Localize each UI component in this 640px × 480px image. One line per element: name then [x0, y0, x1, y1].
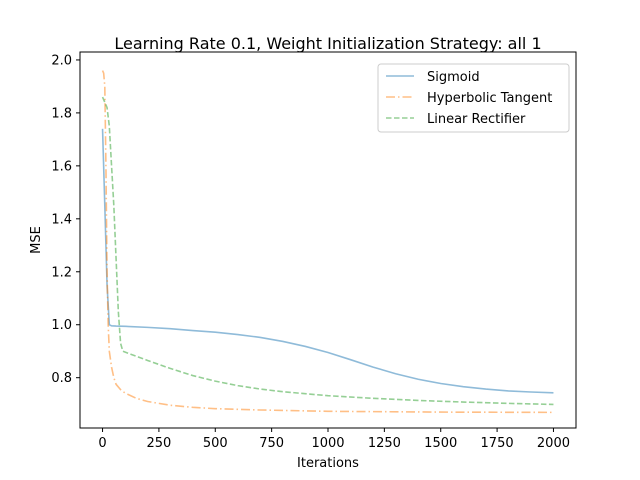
series-line-hyperbolic-tangent [101, 70, 554, 414]
x-tick-label: 500 [203, 436, 228, 451]
y-tick-label: 1.8 [51, 106, 72, 121]
x-tick-label: 1750 [481, 436, 514, 451]
x-tick-label: 1000 [311, 436, 344, 451]
x-tick-label: 2000 [537, 436, 570, 451]
legend-box [377, 63, 570, 133]
y-tick-label: 2.0 [51, 53, 72, 68]
x-tick-label: 250 [146, 436, 171, 451]
x-tick-label: 1500 [424, 436, 457, 451]
y-tick-label: 1.0 [51, 318, 72, 333]
series-line-sigmoid [101, 128, 554, 394]
x-tick-label: 1250 [368, 436, 401, 451]
y-tick-label: 1.6 [51, 159, 72, 174]
y-tick-label: 0.8 [51, 371, 72, 386]
legend-label-hyperbolic-tangent: Hyperbolic Tangent [427, 91, 552, 106]
x-tick-label: 750 [259, 436, 284, 451]
legend: Sigmoid Hyperbolic Tangent Linear Rectif… [377, 63, 570, 133]
y-tick-label: 1.4 [51, 212, 72, 227]
series-line-linear-rectifier [101, 96, 554, 406]
x-tick-label: 0 [98, 436, 106, 451]
chart-title: Learning Rate 0.1, Weight Initialization… [114, 34, 541, 53]
x-axis-label: Iterations [297, 456, 359, 471]
legend-label-linear-rectifier: Linear Rectifier [427, 112, 526, 127]
plot-lines [101, 70, 554, 414]
y-tick-label: 1.2 [51, 265, 72, 280]
y-axis-ticks: 0.8 1.0 1.2 1.4 1.6 1.8 2.0 [51, 53, 80, 386]
y-axis-label: MSE [29, 226, 44, 254]
legend-label-sigmoid: Sigmoid [427, 70, 480, 85]
x-axis-ticks: 0 250 500 750 1000 1250 1500 1750 2000 [98, 428, 570, 451]
